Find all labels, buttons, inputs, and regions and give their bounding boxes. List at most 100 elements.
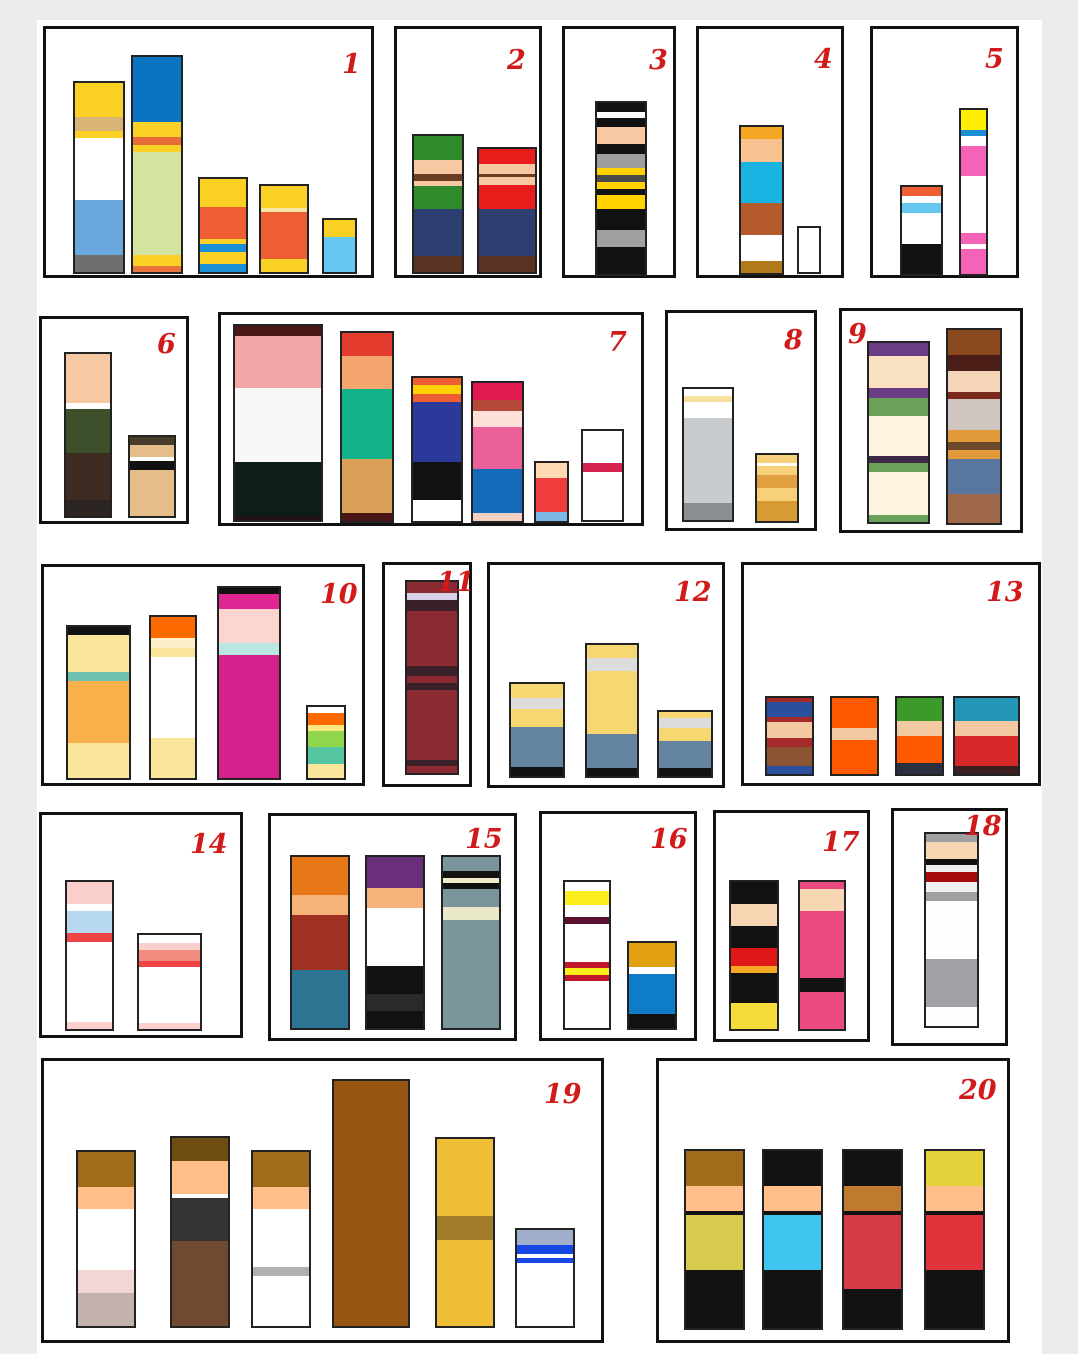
color-band	[902, 213, 941, 244]
color-band	[367, 857, 423, 889]
color-band	[407, 593, 457, 602]
color-band	[565, 968, 609, 976]
color-band	[832, 728, 877, 741]
palette-panel-14: 14	[39, 812, 243, 1038]
color-swatch-bar	[563, 880, 611, 1030]
color-band	[926, 891, 977, 902]
color-swatch-bar	[73, 81, 125, 274]
color-band	[686, 1186, 743, 1212]
color-band	[407, 611, 457, 668]
color-band	[219, 654, 279, 778]
color-band	[757, 474, 797, 489]
color-band	[684, 395, 732, 403]
color-band	[844, 1151, 901, 1188]
color-band	[565, 917, 609, 925]
color-band	[517, 1257, 573, 1263]
color-band	[308, 763, 344, 778]
color-band	[342, 355, 392, 391]
color-band	[407, 582, 457, 594]
color-band	[407, 760, 457, 767]
palette-panel-3: 3	[562, 26, 676, 278]
color-band	[443, 889, 499, 908]
color-band	[443, 882, 499, 891]
color-band	[686, 1269, 743, 1328]
color-band	[219, 608, 279, 644]
color-band	[629, 1014, 675, 1028]
panel-number-label: 6	[157, 329, 176, 360]
color-band	[869, 343, 928, 357]
panel-number-label: 17	[822, 827, 860, 858]
color-swatch-bar	[128, 435, 176, 518]
color-band	[443, 877, 499, 884]
color-swatch-bar	[534, 461, 569, 523]
color-band	[948, 355, 1000, 372]
color-band	[517, 1245, 573, 1255]
color-band	[133, 254, 181, 267]
color-band	[473, 512, 522, 521]
color-band	[261, 186, 307, 208]
color-band	[926, 864, 977, 874]
color-band	[764, 1186, 821, 1212]
color-band	[741, 235, 782, 262]
color-swatch-bar	[66, 625, 131, 780]
color-band	[68, 627, 129, 636]
color-band	[66, 499, 110, 516]
palette-panel-15: 15	[268, 813, 517, 1041]
panel-number-label: 14	[190, 829, 228, 860]
color-band	[292, 894, 348, 916]
color-band	[67, 882, 112, 905]
color-band	[844, 1289, 901, 1328]
color-band	[767, 717, 812, 723]
panel-number-label: 13	[986, 577, 1024, 608]
color-band	[253, 1152, 309, 1188]
color-swatch-bar	[259, 184, 309, 274]
color-band	[308, 731, 344, 748]
color-band	[324, 220, 355, 237]
color-band	[844, 1214, 901, 1290]
color-band	[407, 690, 457, 761]
color-band	[511, 684, 563, 699]
color-band	[473, 383, 522, 401]
color-swatch-bar	[581, 429, 624, 522]
color-band	[66, 452, 110, 501]
color-band	[342, 333, 392, 357]
color-band	[961, 146, 986, 177]
color-swatch-bar	[755, 453, 799, 523]
color-band	[767, 722, 812, 738]
color-swatch-bar	[953, 696, 1020, 776]
color-band	[308, 725, 344, 732]
color-band	[235, 326, 321, 337]
palette-panel-20: 20	[656, 1058, 1010, 1343]
color-band	[583, 431, 622, 464]
color-band	[731, 882, 777, 905]
color-band	[75, 254, 123, 272]
color-band	[253, 1275, 309, 1326]
color-band	[75, 199, 123, 256]
color-swatch-bar	[762, 1149, 823, 1330]
color-band	[219, 588, 279, 595]
color-band	[684, 402, 732, 419]
color-band	[565, 905, 609, 918]
color-band	[565, 890, 609, 906]
color-band	[292, 915, 348, 971]
color-band	[78, 1270, 134, 1294]
color-band	[367, 1010, 423, 1028]
color-band	[261, 211, 307, 260]
color-band	[130, 460, 174, 471]
palette-panel-10: 10	[41, 564, 365, 786]
color-band	[78, 1152, 134, 1188]
color-swatch-bar	[739, 125, 784, 275]
palette-panel-18: 18	[891, 808, 1008, 1046]
color-band	[844, 1186, 901, 1212]
color-band	[139, 935, 200, 943]
color-band	[587, 768, 637, 776]
color-band	[292, 857, 348, 896]
color-band	[926, 1151, 983, 1188]
color-band	[597, 154, 645, 169]
color-band	[897, 720, 942, 737]
color-band	[902, 202, 941, 214]
color-band	[151, 657, 195, 739]
panel-number-label: 12	[674, 577, 712, 608]
color-swatch-bar	[340, 331, 394, 523]
color-band	[172, 1138, 228, 1162]
